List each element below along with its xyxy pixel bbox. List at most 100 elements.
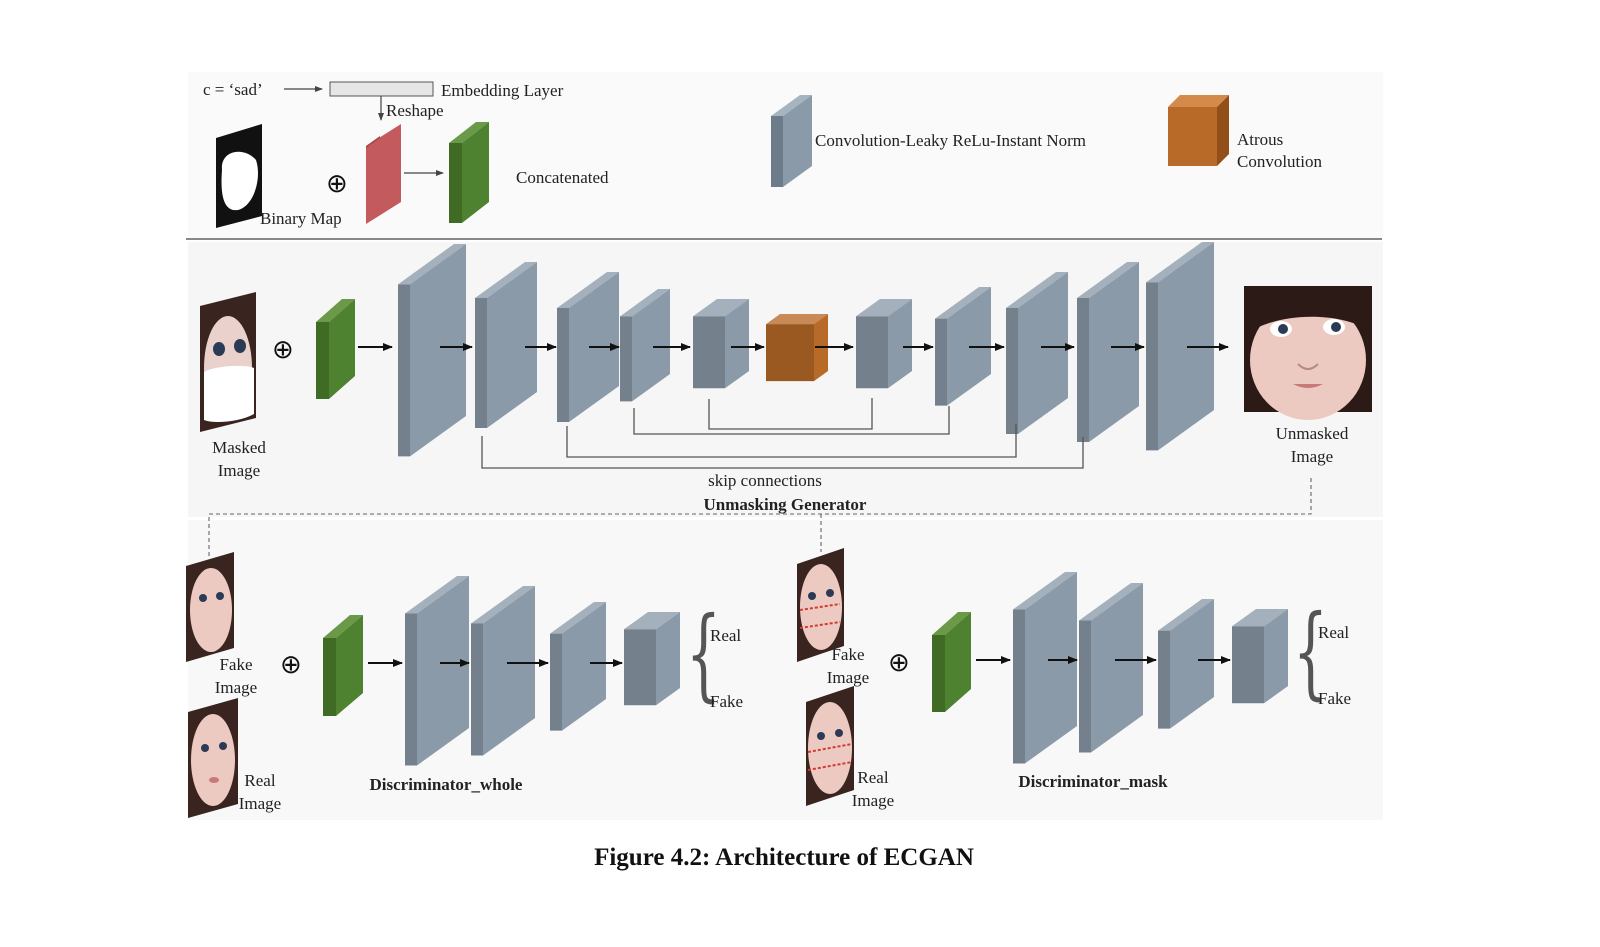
dm-block-1 [1013, 572, 1077, 764]
generator-blocks [398, 242, 1214, 457]
skip-connection-second [566, 424, 1017, 458]
dw-block-1-side [417, 576, 469, 766]
generator-block-10 [1077, 262, 1139, 442]
dm-real-image-label-line2: Image [851, 791, 895, 810]
generator-block-1-side [410, 244, 466, 457]
dm-block-4-front [1232, 626, 1264, 704]
real-image-mask [806, 686, 854, 806]
dm-fake-image-label-line2: Image [826, 668, 870, 687]
skip-connection-lines [481, 398, 1084, 469]
dm-block-4-top [1232, 609, 1288, 627]
generator-block-2 [475, 262, 537, 428]
dm-block-3-side [1170, 599, 1214, 729]
generator-block-6-front [766, 324, 814, 382]
dm-block-3-front [1158, 630, 1170, 729]
generator-block-11-top [1146, 242, 1214, 283]
dm-block-3 [1158, 599, 1214, 729]
generator-block-6-top [766, 314, 828, 325]
reshaped-embedding-block [366, 124, 401, 224]
dm-oplus-icon: ⊕ [888, 648, 910, 678]
dm-block-2-top [1079, 583, 1143, 621]
discriminator-mask-blocks [1013, 572, 1288, 764]
dw-block-3-front [550, 633, 562, 731]
generator-block-1-top [398, 244, 466, 285]
concatenated-label: Concatenated [516, 168, 609, 187]
dm-real-image-label-line1: Real [857, 768, 889, 787]
dw-block-4-side [656, 612, 680, 706]
dw-output-fake-label: Fake [710, 692, 744, 711]
dm-block-1-side [1025, 572, 1077, 764]
dm-block-2-front [1079, 620, 1091, 753]
discriminator-mask-concat-block [932, 612, 971, 712]
discriminator-whole-concat-block [323, 615, 363, 716]
dw-real-image-label-line1: Real [244, 771, 276, 790]
generator-block-3-top [557, 272, 619, 308]
generator-block-5-front [693, 316, 725, 389]
generator-block-5-top [693, 299, 749, 317]
generator-block-2-top [475, 262, 537, 298]
fake-image-whole [186, 552, 234, 662]
dm-block-1-top [1013, 572, 1077, 610]
generator-block-11-front [1146, 282, 1158, 451]
generator-oplus-icon: ⊕ [272, 335, 294, 365]
dm-block-3-top [1158, 599, 1214, 631]
fake-image-mask [797, 548, 844, 662]
binary-map-label: Binary Map [260, 209, 342, 228]
dw-block-2-front [471, 623, 483, 756]
legend-concat-oplus-icon: ⊕ [326, 169, 348, 199]
dw-block-3 [550, 602, 606, 731]
conv-legend-block [771, 95, 812, 187]
generator-concat-block [316, 299, 355, 399]
generator-block-4-front [620, 316, 632, 402]
dw-oplus-icon: ⊕ [280, 650, 302, 680]
dw-block-2-top [471, 586, 535, 624]
condition-text: c = ‘sad’ [203, 80, 263, 99]
embedding-layer-block [329, 81, 434, 97]
generator-block-4-side [632, 289, 670, 402]
masked-image-label-line2: Image [217, 461, 261, 480]
generator-to-discriminator-dashed-lines [208, 478, 1312, 556]
dm-block-1-front [1013, 609, 1025, 764]
dw-block-1-top [405, 576, 469, 614]
generator-block-7-top [856, 299, 912, 317]
dm-block-2 [1079, 583, 1143, 753]
skip-connections-label: skip connections [708, 471, 822, 490]
generator-block-2-side [487, 262, 537, 428]
generator-block-3-front [557, 308, 569, 422]
generator-block-7-side [888, 299, 912, 389]
generator-block-1 [398, 244, 466, 457]
generator-block-9-top [1006, 272, 1068, 308]
dw-block-3-top [550, 602, 606, 634]
generator-block-1-front [398, 284, 410, 457]
unmasked-image [1244, 286, 1372, 420]
figure-caption: Figure 4.2: Architecture of ECGAN [594, 844, 974, 871]
dw-output-brace: { [686, 595, 721, 712]
skip-connection-third [633, 406, 950, 435]
concatenated-legend-block [449, 122, 489, 223]
skip-connection-outer [481, 436, 1084, 469]
discriminator-whole-title: Discriminator_whole [369, 775, 523, 794]
generator-block-9-front [1006, 308, 1018, 434]
generator-block-9 [1006, 272, 1068, 434]
reshape-label: Reshape [386, 101, 444, 120]
dw-block-3-side [562, 602, 606, 731]
dm-block-4-side [1264, 609, 1288, 704]
generator-block-6 [766, 314, 828, 382]
real-image-whole [188, 698, 238, 818]
unmasked-image-label-line2: Image [1290, 447, 1334, 466]
masked-image-label-line1: Masked [212, 438, 266, 457]
generator-block-11 [1146, 242, 1214, 451]
dw-fake-image-label-line2: Image [214, 678, 258, 697]
generator-block-11-side [1158, 242, 1214, 451]
binary-map-image [216, 124, 262, 228]
dm-output-real-label: Real [1318, 623, 1350, 642]
generator-block-8-top [935, 287, 991, 319]
atrous-label-line2: Convolution [1237, 152, 1323, 171]
dw-real-image-label-line2: Image [238, 794, 282, 813]
generator-block-4-top [620, 289, 670, 317]
discriminator-whole-blocks [405, 576, 680, 766]
generator-block-8-front [935, 318, 947, 406]
dw-fake-image-label-line1: Fake [219, 655, 253, 674]
